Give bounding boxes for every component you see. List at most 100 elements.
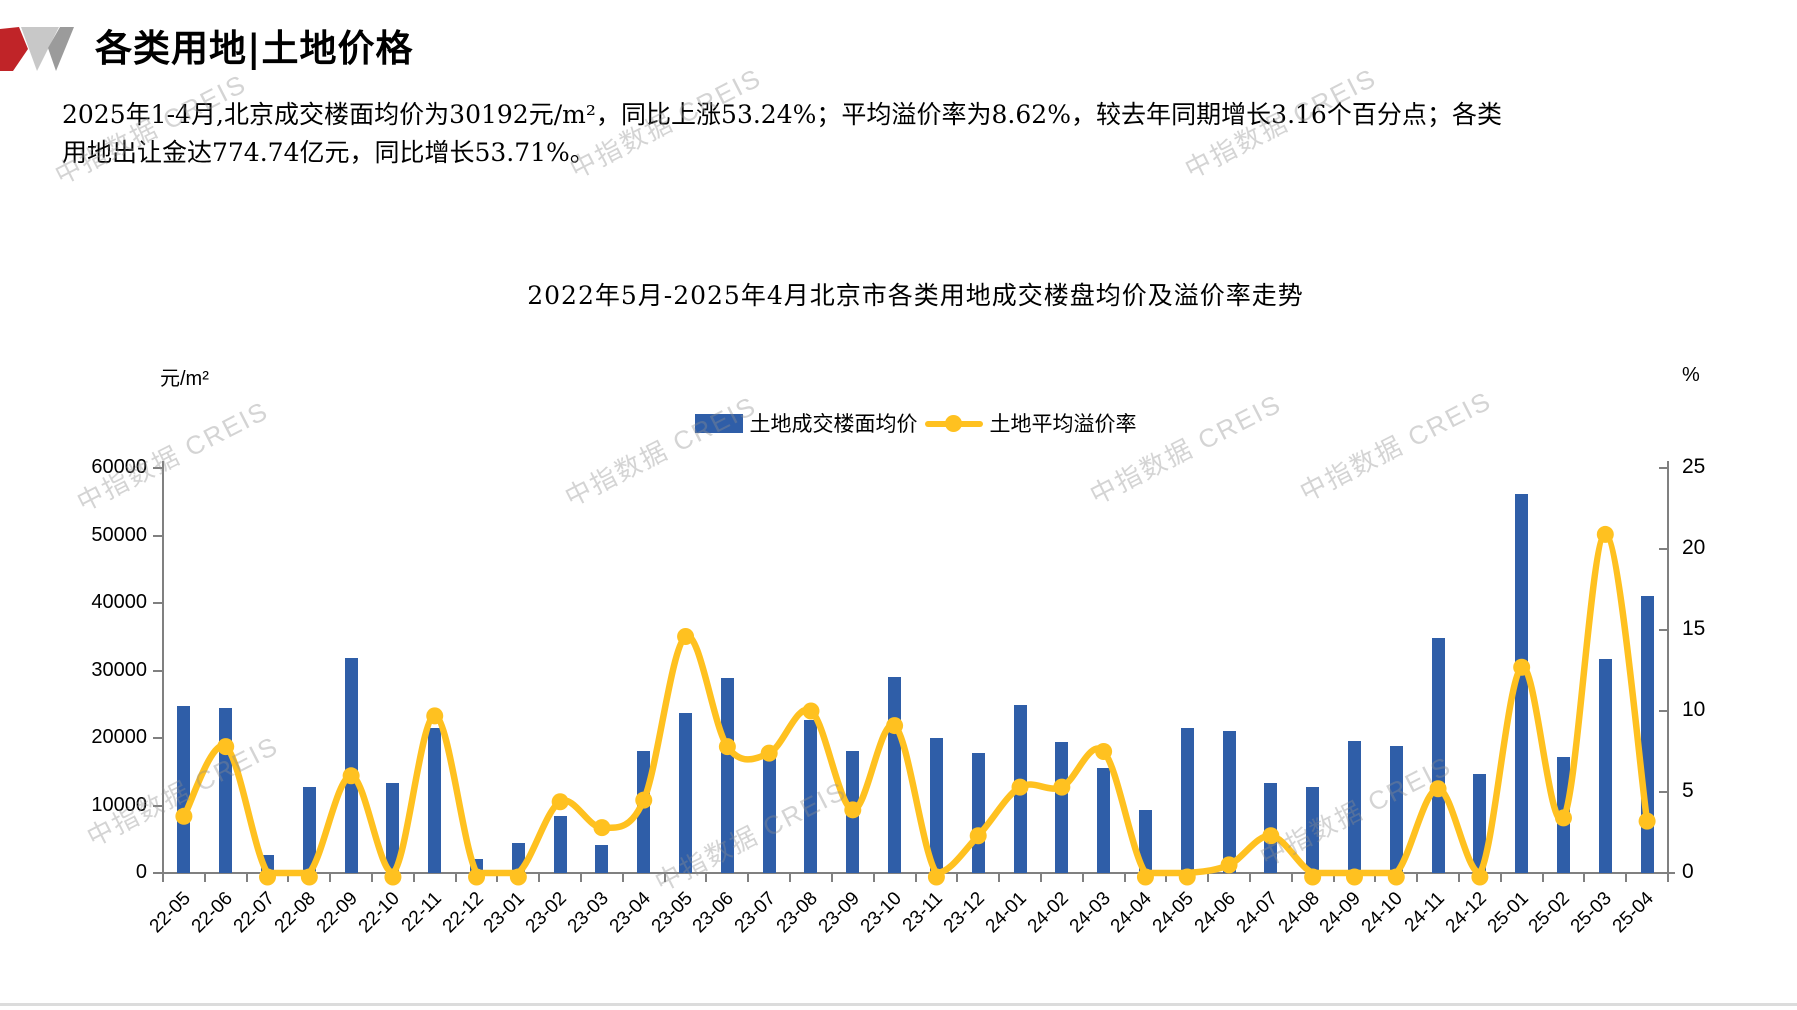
bar (1306, 787, 1320, 873)
line-point (1304, 868, 1322, 886)
y-axis-left-tick (153, 669, 163, 672)
bar (344, 658, 358, 873)
y-axis-left-tick (153, 467, 163, 469)
line-path (181, 531, 1651, 877)
line-point (1178, 868, 1196, 886)
x-axis-tick (412, 874, 415, 882)
x-axis-tick (956, 874, 959, 882)
line-point (1053, 778, 1071, 796)
legend-line-label: 土地平均溢价率 (989, 412, 1137, 436)
y-axis-right-label: 10 (1682, 698, 1706, 721)
line-point (384, 868, 402, 886)
x-axis-tick (162, 874, 164, 882)
line-point (1387, 868, 1405, 886)
bar (762, 752, 776, 873)
x-axis-tick (1165, 874, 1168, 882)
x-axis-tick (1290, 874, 1293, 882)
x-axis-tick (830, 874, 833, 882)
x-axis-tick (329, 874, 332, 882)
legend-line-swatch-icon (924, 414, 983, 433)
y-axis-right-label: 0 (1682, 860, 1694, 883)
bar (386, 783, 400, 873)
line-point (1429, 780, 1447, 798)
x-axis-tick (1667, 874, 1669, 882)
bar (1515, 494, 1529, 873)
line-point (677, 627, 695, 645)
line-point (1554, 809, 1572, 827)
line-point (468, 868, 486, 886)
line-point (259, 868, 277, 886)
y-axis-left-label: 0 (135, 861, 147, 883)
line-point (1136, 868, 1154, 886)
line-point (342, 767, 360, 785)
x-axis-tick (1081, 874, 1084, 882)
company-logo-icon (0, 27, 74, 71)
x-axis-tick (747, 874, 750, 882)
legend-bar-label: 土地成交楼面均价 (749, 412, 918, 436)
x-axis-tick (998, 874, 1001, 882)
x-axis-tick (705, 874, 708, 882)
bar (1222, 731, 1236, 873)
line-point (593, 819, 611, 837)
y-axis-left-tick (153, 872, 163, 874)
right-axis-unit: % (1682, 364, 1700, 386)
x-axis-tick (914, 874, 917, 882)
bar (929, 738, 943, 873)
x-axis-tick (1541, 874, 1544, 882)
x-axis-tick (1039, 874, 1042, 882)
y-axis-left-tick (153, 737, 163, 739)
y-axis-right-label: 15 (1682, 617, 1706, 640)
x-axis-tick (1457, 874, 1460, 882)
y-axis-left-label: 30000 (91, 658, 147, 681)
bottom-divider (0, 1003, 1797, 1006)
y-axis-left (162, 461, 164, 875)
premium-rate-line (175, 525, 1656, 886)
y-axis-right-tick (1659, 710, 1669, 712)
x-axis-tick (789, 874, 792, 882)
bar (177, 706, 191, 873)
line-point (1095, 743, 1113, 760)
line-point (635, 791, 653, 809)
x-axis-tick (580, 874, 583, 882)
y-axis-right-label: 5 (1682, 779, 1694, 802)
y-axis-left-tick (153, 602, 163, 604)
legend-bar-swatch-icon (694, 413, 743, 433)
line-point (1011, 778, 1029, 796)
y-axis-left-tick (153, 534, 163, 537)
x-axis-tick (1332, 874, 1335, 882)
x-axis-tick (1416, 874, 1419, 882)
bar (1097, 768, 1111, 873)
line-point (886, 717, 904, 735)
bar (595, 845, 609, 873)
y-axis-right-label: 20 (1682, 536, 1706, 559)
x-axis-tick (496, 874, 499, 882)
line-point (927, 868, 945, 886)
bar (1598, 659, 1612, 873)
line-point (551, 793, 569, 811)
x-axis-tick (371, 874, 374, 882)
line-point (760, 744, 778, 762)
bar (1055, 742, 1069, 873)
y-axis-left-label: 50000 (91, 523, 147, 546)
y-axis-left-label: 40000 (91, 591, 147, 613)
y-axis-left-label: 60000 (91, 456, 147, 478)
bar (1138, 810, 1152, 873)
line-point (802, 702, 820, 720)
x-axis (162, 872, 1675, 874)
bar (1180, 728, 1194, 873)
line-point (1220, 856, 1238, 874)
line-point (1262, 827, 1280, 845)
x-axis-tick (621, 874, 624, 882)
line-point (300, 868, 318, 886)
x-axis-tick (663, 874, 666, 882)
bar (804, 720, 818, 873)
x-axis-tick (538, 874, 541, 882)
x-axis-tick (203, 874, 206, 882)
chart-title: 2022年5月-2025年4月北京市各类用地成交楼盘均价及溢价率走势 (527, 281, 1304, 310)
x-axis-tick (872, 874, 875, 882)
x-axis-tick (1207, 874, 1210, 882)
line-point (969, 827, 987, 845)
x-axis-tick (454, 874, 457, 882)
y-axis-right-tick (1659, 791, 1669, 793)
bar (553, 816, 567, 873)
